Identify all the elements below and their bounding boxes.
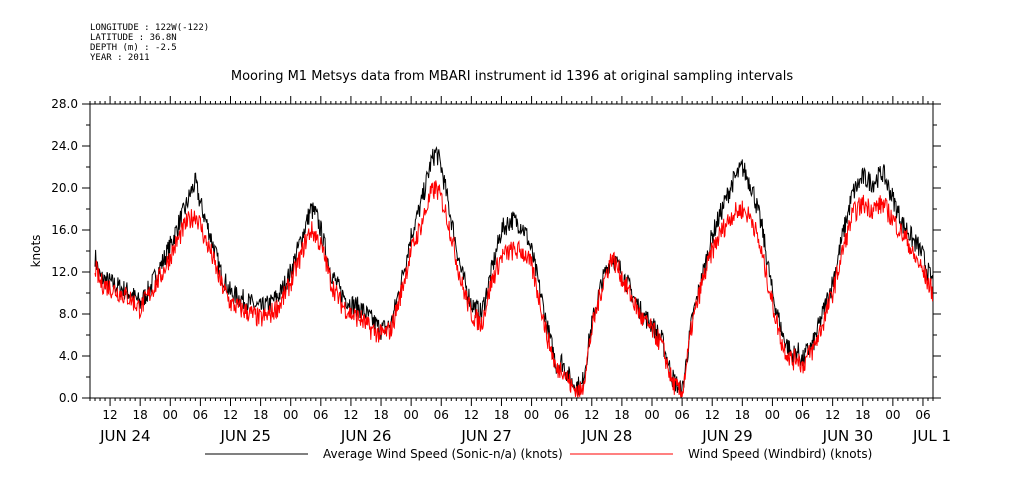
date-label: JUN 24 [99, 427, 150, 445]
x-tick-label: 12 [102, 408, 117, 422]
y-tick-labels: 0.0 4.0 8.0 12.0 16.0 20.0 24.0 28.0 [51, 97, 78, 405]
y-tick-label: 28.0 [51, 97, 78, 111]
y-tick-label: 4.0 [59, 349, 78, 363]
x-tick-label: 12 [825, 408, 840, 422]
x-tick-label: 18 [373, 408, 388, 422]
date-label: JUN 25 [220, 427, 271, 445]
legend-label-average-wind: Average Wind Speed (Sonic-n/a) (knots) [323, 447, 563, 461]
x-tick-label: 00 [765, 408, 780, 422]
latitude-label: LATITUDE : 36.8N [90, 33, 177, 43]
x-tick-label: 06 [554, 408, 569, 422]
legend: Average Wind Speed (Sonic-n/a) (knots) W… [205, 447, 872, 461]
axis-ticks [82, 96, 941, 406]
x-tick-label: 12 [464, 408, 479, 422]
depth-label: DEPTH (m) : -2.5 [90, 43, 177, 53]
y-tick-label: 0.0 [59, 391, 78, 405]
x-tick-label: 06 [313, 408, 328, 422]
x-tick-label: 06 [915, 408, 930, 422]
x-tick-label: 18 [614, 408, 629, 422]
y-tick-label: 8.0 [59, 307, 78, 321]
x-tick-label: 00 [283, 408, 298, 422]
y-tick-label: 20.0 [51, 181, 78, 195]
date-label: JUN 30 [822, 427, 873, 445]
y-tick-label: 16.0 [51, 223, 78, 237]
date-labels: JUN 24 JUN 25 JUN 26 JUN 27 JUN 28 JUN 29 JUN … [99, 427, 951, 445]
x-tick-label: 12 [584, 408, 599, 422]
date-label: JUN 28 [581, 427, 632, 445]
x-tick-label: 06 [193, 408, 208, 422]
x-tick-label: 18 [735, 408, 750, 422]
series-line-windbird [94, 180, 934, 398]
chart-title: Mooring M1 Metsys data from MBARI instru… [231, 69, 793, 84]
x-tick-labels: 12 18 00 06 12 18 00 06 12 18 00 06 12 18 00 06 12 18 00 06… [102, 408, 930, 422]
legend-label-windbird: Wind Speed (Windbird) (knots) [688, 447, 872, 461]
year-label: YEAR : 2011 [90, 53, 150, 63]
x-tick-label: 18 [494, 408, 509, 422]
date-label: JUN 26 [340, 427, 391, 445]
date-label: JUN 29 [701, 427, 752, 445]
x-tick-label: 00 [524, 408, 539, 422]
x-tick-label: 06 [795, 408, 810, 422]
x-tick-label: 12 [223, 408, 238, 422]
y-tick-label: 12.0 [51, 265, 78, 279]
x-tick-label: 18 [855, 408, 870, 422]
x-tick-label: 12 [343, 408, 358, 422]
y-tick-label: 24.0 [51, 139, 78, 153]
x-tick-label: 06 [674, 408, 689, 422]
date-label: JUL 1 [912, 427, 951, 445]
x-tick-label: 00 [644, 408, 659, 422]
x-tick-label: 06 [434, 408, 449, 422]
x-tick-label: 00 [163, 408, 178, 422]
x-tick-label: 18 [133, 408, 148, 422]
y-axis-label: knots [29, 235, 43, 268]
x-tick-label: 00 [885, 408, 900, 422]
longitude-label: LONGITUDE : 122W(-122) [90, 23, 209, 33]
series-line-average-wind [94, 146, 934, 398]
x-tick-label: 00 [404, 408, 419, 422]
data-series [94, 146, 934, 398]
date-label: JUN 27 [460, 427, 511, 445]
x-tick-label: 12 [705, 408, 720, 422]
x-tick-label: 18 [253, 408, 268, 422]
